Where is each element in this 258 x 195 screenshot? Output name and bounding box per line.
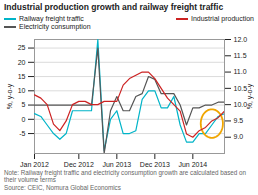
html-text:Industrial production growth a: Industrial production growth and railway… [4,2,224,12]
svg-text:Dec 2013: Dec 2013 [140,161,170,168]
svg-text:12.0: 12.0 [234,35,248,42]
svg-text:11.0: 11.0 [234,68,247,75]
html-text:Industrial production: Industrial production [191,14,254,22]
svg-text:11.5: 11.5 [234,52,247,59]
svg-text:9.5: 9.5 [234,117,244,124]
svg-text:-5: -5 [19,129,25,136]
svg-text:0: 0 [22,115,26,122]
svg-text:5: 5 [22,101,26,108]
svg-text:20: 20 [18,58,26,65]
svg-text:%, y-o-y: %, y-o-y [6,83,14,109]
html-text:Railway freight traffic: Railway freight traffic [19,14,84,22]
svg-text:9.0: 9.0 [234,133,244,140]
html-text:Source: CEIC, Nomura Global Ec: Source: CEIC, Nomura Global Economics [4,183,121,191]
svg-text:10.5: 10.5 [233,84,248,92]
svg-text:25: 25 [18,44,26,51]
svg-text:Dec 2012: Dec 2012 [64,161,94,168]
html-text:Note: Railway freight traffic: Note: Railway freight traffic and electr… [4,168,247,184]
svg-text:15: 15 [18,72,26,79]
html-text:Electricity consumption: Electricity consumption [19,23,91,31]
svg-text:Jun 2013: Jun 2013 [102,161,131,168]
svg-text:10: 10 [18,87,26,94]
svg-text:Jun 2014: Jun 2014 [178,161,207,168]
svg-text:10.0: 10.0 [233,100,248,108]
svg-text:%, y-o-y: %, y-o-y [246,83,254,109]
svg-text:Jan 2012: Jan 2012 [20,161,49,168]
